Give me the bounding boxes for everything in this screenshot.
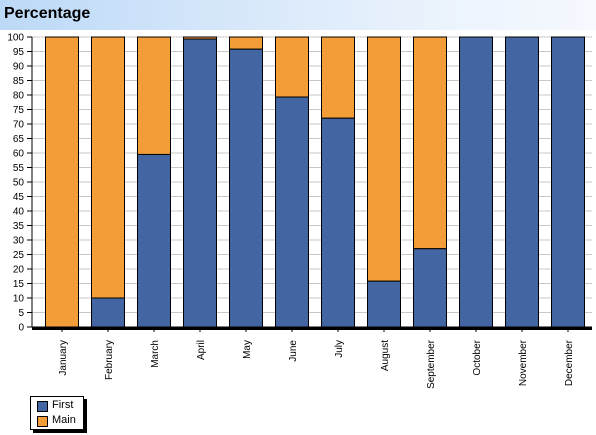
y-tick-label: 45 bbox=[13, 192, 25, 203]
legend-swatch-first bbox=[37, 401, 48, 412]
bar-main bbox=[367, 36, 401, 282]
y-tick-label: 40 bbox=[13, 207, 25, 218]
y-tick-label: 15 bbox=[13, 279, 25, 290]
bar-first bbox=[413, 248, 447, 328]
bar-first bbox=[229, 48, 263, 328]
x-category-label: December bbox=[564, 339, 575, 386]
bar-first bbox=[459, 36, 493, 328]
y-tick-label: 0 bbox=[18, 323, 24, 334]
bar-main bbox=[321, 36, 355, 119]
y-tick-label: 10 bbox=[13, 294, 25, 305]
y-tick-label: 30 bbox=[13, 236, 25, 247]
y-tick-label: 20 bbox=[13, 265, 25, 276]
chart-title: Percentage bbox=[4, 5, 91, 22]
bar-first bbox=[321, 117, 355, 328]
bar-main bbox=[229, 36, 263, 50]
bar-first bbox=[137, 153, 171, 328]
y-tick-label: 50 bbox=[13, 178, 25, 189]
x-category-label: April bbox=[196, 340, 207, 360]
y-tick-label: 95 bbox=[13, 47, 25, 58]
bar-first bbox=[91, 297, 125, 328]
x-category-label: August bbox=[380, 340, 391, 371]
y-tick-label: 70 bbox=[13, 120, 25, 131]
x-category-label: February bbox=[104, 340, 115, 380]
y-tick-label: 25 bbox=[13, 250, 25, 261]
bar-first bbox=[505, 36, 539, 328]
y-tick-label: 100 bbox=[7, 33, 24, 44]
x-axis-shadow bbox=[32, 327, 592, 330]
bar-first bbox=[275, 96, 309, 328]
y-tick-label: 80 bbox=[13, 91, 25, 102]
bar-main bbox=[45, 36, 79, 328]
legend: First Main bbox=[30, 396, 84, 430]
legend-swatch-main bbox=[37, 416, 48, 427]
y-tick-label: 75 bbox=[13, 105, 25, 116]
x-category-label: May bbox=[242, 340, 253, 359]
y-tick-label: 65 bbox=[13, 134, 25, 145]
x-category-label: January bbox=[58, 340, 69, 376]
x-category-label: September bbox=[426, 339, 437, 389]
x-category-label: July bbox=[334, 340, 345, 358]
chart-title-bar: Percentage bbox=[0, 0, 596, 30]
bar-main bbox=[137, 36, 171, 155]
bar-first bbox=[367, 280, 401, 328]
x-category-label: October bbox=[472, 339, 483, 375]
bar-main bbox=[91, 36, 125, 299]
legend-label-main: Main bbox=[52, 414, 76, 426]
bar-first bbox=[551, 36, 585, 328]
x-category-label: November bbox=[518, 339, 529, 386]
y-tick-label: 85 bbox=[13, 76, 25, 87]
y-tick-label: 55 bbox=[13, 163, 25, 174]
bar-main bbox=[413, 36, 447, 250]
y-tick-label: 5 bbox=[18, 308, 24, 319]
y-tick-label: 90 bbox=[13, 62, 25, 73]
bar-main bbox=[275, 36, 309, 98]
legend-label-first: First bbox=[52, 399, 74, 411]
y-tick-label: 60 bbox=[13, 149, 25, 160]
x-category-label: June bbox=[288, 340, 299, 362]
y-tick-label: 35 bbox=[13, 221, 25, 232]
bar-first bbox=[183, 38, 217, 328]
x-category-label: March bbox=[150, 340, 161, 368]
